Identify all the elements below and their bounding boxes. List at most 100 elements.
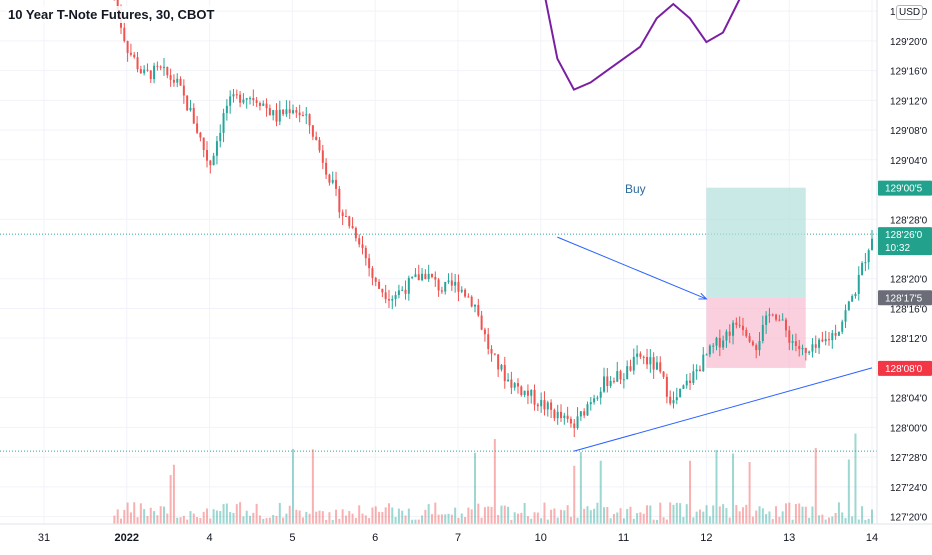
volume-bar — [560, 510, 562, 524]
candle-body — [266, 104, 268, 109]
volume-bar — [785, 503, 787, 524]
volume-bar — [676, 503, 678, 524]
candle-body — [606, 376, 608, 386]
currency-badge[interactable]: USD — [896, 5, 923, 20]
candle-body — [150, 70, 152, 79]
candle-body — [209, 161, 211, 166]
candle-body — [408, 278, 410, 294]
price-tick-label: 128'04'0 — [890, 394, 928, 405]
candle-body — [540, 400, 542, 406]
candle-body — [328, 175, 330, 183]
candle-body — [815, 344, 817, 348]
candle-body — [137, 57, 139, 69]
volume-bar — [782, 511, 784, 524]
time-tick-label: 14 — [866, 532, 878, 544]
candle-body — [229, 96, 231, 105]
volume-bar — [563, 510, 565, 524]
price-tick-label: 129'08'0 — [890, 126, 928, 137]
candle-body — [213, 156, 215, 165]
volume-bar — [421, 515, 423, 524]
volume-bar — [524, 503, 526, 524]
candle-body — [348, 216, 350, 226]
volume-bar — [848, 459, 850, 524]
candle-body — [527, 391, 529, 396]
volume-bar — [759, 506, 761, 524]
volume-bar — [586, 506, 588, 524]
candle-body — [226, 106, 228, 113]
volume-bar — [821, 515, 823, 524]
candle-body — [309, 114, 311, 125]
volume-bar — [815, 448, 817, 524]
volume-bar — [725, 508, 727, 524]
volume-bar — [193, 514, 195, 524]
candle-body — [199, 133, 201, 138]
volume-bar — [729, 518, 731, 524]
candle-body — [841, 322, 843, 332]
candle-body — [318, 140, 320, 150]
candle-body — [342, 212, 344, 216]
candle-body — [312, 125, 314, 136]
candle-body — [378, 282, 380, 289]
candle-body — [858, 275, 860, 294]
candle-body — [431, 274, 433, 277]
volume-bar — [279, 503, 281, 524]
candle-body — [534, 390, 536, 405]
time-tick-label: 10 — [535, 532, 547, 544]
candle-body — [666, 377, 668, 397]
candle-body — [788, 330, 790, 342]
time-tick-label: 4 — [207, 532, 213, 544]
volume-bar — [772, 519, 774, 524]
volume-bar — [577, 518, 579, 524]
volume-bar — [616, 512, 618, 524]
volume-bar — [530, 519, 532, 524]
volume-bar — [120, 519, 122, 524]
volume-bar — [146, 516, 148, 524]
volume-bar — [755, 511, 757, 524]
volume-bar — [491, 507, 493, 524]
volume-bar — [189, 511, 191, 524]
candle-body — [603, 376, 605, 391]
volume-bar — [209, 519, 211, 524]
price-tick-label: 127'24'0 — [890, 483, 928, 494]
price-tick-label: 128'20'0 — [890, 275, 928, 286]
volume-bar — [143, 509, 145, 524]
volume-bar — [477, 504, 479, 524]
candle-body — [716, 338, 718, 346]
volume-bar — [679, 503, 681, 524]
candle-body — [851, 296, 853, 302]
target-zone — [706, 188, 805, 298]
candle-body — [269, 108, 271, 115]
candle-body — [497, 355, 499, 370]
volume-bar — [805, 507, 807, 524]
candle-body — [643, 357, 645, 358]
candle-body — [620, 371, 622, 379]
volume-bar — [835, 513, 837, 524]
volume-bar — [580, 452, 582, 524]
price-tick-label: 127'20'0 — [890, 513, 928, 524]
candle-body — [560, 412, 562, 418]
volume-bar — [811, 507, 813, 524]
volume-bar — [540, 518, 542, 524]
candle-body — [616, 371, 618, 382]
volume-bar — [352, 514, 354, 524]
candle-body — [385, 292, 387, 299]
volume-bar — [292, 449, 294, 524]
volume-bar — [318, 511, 320, 524]
volume-bar — [762, 508, 764, 524]
candle-body — [292, 110, 294, 113]
volume-bar — [851, 516, 853, 524]
candle-body — [133, 55, 135, 57]
candle-body — [646, 357, 648, 364]
candle-body — [689, 381, 691, 383]
candle-body — [242, 100, 244, 103]
volume-bar — [590, 510, 592, 524]
price-axis[interactable]: 129'24'0129'20'0129'16'0129'12'0129'08'0… — [877, 0, 932, 550]
candle-body — [368, 258, 370, 268]
candle-body — [398, 290, 400, 295]
volume-bar — [610, 518, 612, 524]
volume-bar — [474, 453, 476, 524]
volume-bar — [428, 504, 430, 524]
